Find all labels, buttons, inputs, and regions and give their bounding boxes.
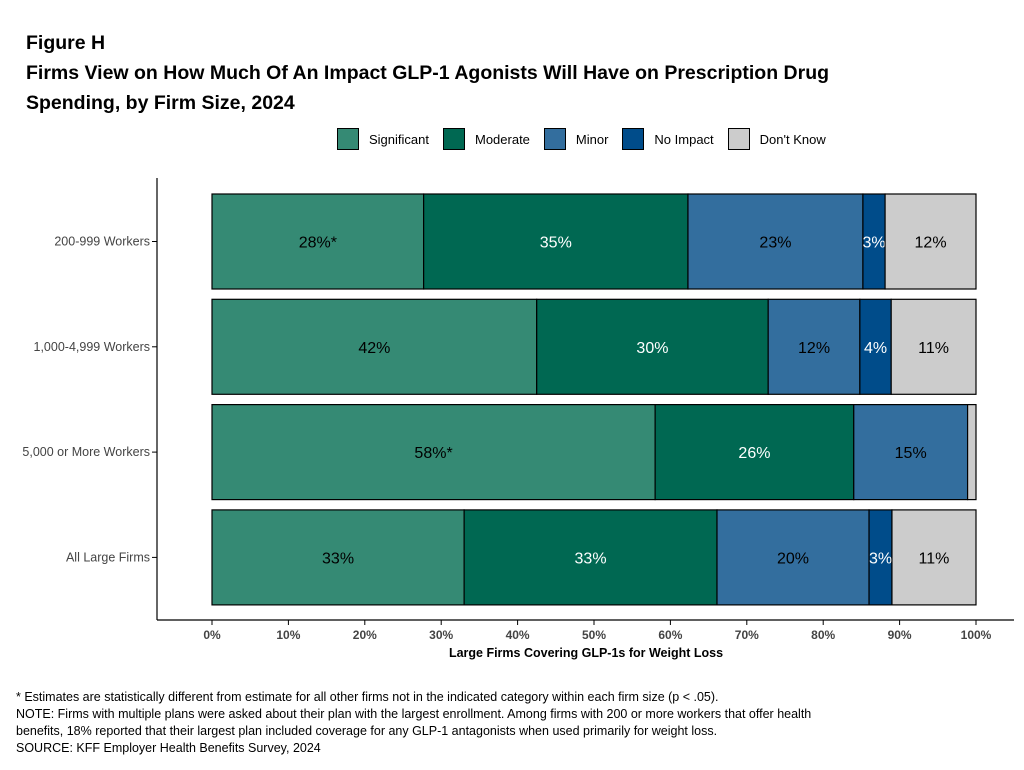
data-label: 3% — [869, 550, 892, 567]
bar-segment — [211, 193, 425, 290]
chart-title-line2: Spending, by Firm Size, 2024 — [26, 92, 295, 114]
x-tick-label: 30% — [429, 628, 453, 642]
data-label: 28%* — [299, 235, 337, 252]
x-tick-label: 40% — [506, 628, 530, 642]
data-label: 3% — [862, 235, 885, 252]
legend-item: No Impact — [622, 128, 714, 150]
legend-label: Minor — [575, 131, 609, 147]
legend-label: Don't Know — [759, 131, 826, 147]
bar-segment — [423, 193, 689, 290]
data-label: 20% — [777, 550, 809, 567]
note-1: NOTE: Firms with multiple plans were ask… — [16, 707, 812, 721]
legend-label: No Impact — [654, 131, 714, 147]
chart: 0% 10% 20% 30% 40% 50% 60% 70% 80% 90% 100% Large F… — [22, 178, 1014, 660]
figure-label: Figure H — [26, 32, 106, 54]
x-axis-title: Large Firms Covering GLP-1s for Weight L… — [449, 646, 723, 660]
bar-segment — [687, 193, 864, 290]
bar-segment — [884, 193, 977, 290]
legend-swatch — [442, 128, 465, 150]
data-label: 11% — [919, 550, 950, 567]
data-label: 26% — [738, 445, 770, 462]
data-label: 58%* — [414, 445, 452, 462]
x-tick-label: 60% — [658, 628, 682, 642]
x-tick-label: 100% — [961, 628, 992, 642]
bar-segment — [767, 298, 861, 395]
note-significance: * Estimates are statistically different … — [16, 690, 719, 704]
legend-swatch — [337, 128, 359, 150]
bar-segment — [536, 298, 769, 395]
x-tick-label: 70% — [735, 628, 759, 642]
x-tick-label: 50% — [582, 628, 606, 642]
x-tick-label: 20% — [353, 628, 377, 642]
legend-label: Significant — [369, 131, 429, 147]
legend-item: Moderate — [442, 128, 530, 150]
x-tick-label: 10% — [276, 628, 300, 642]
legend-item: Don't Know — [727, 128, 826, 150]
data-label: 42% — [358, 340, 390, 357]
bar-segment — [966, 404, 977, 501]
bar-segment — [463, 509, 718, 606]
y-tick-label: 1,000-4,999 Workers — [34, 340, 151, 354]
y-tick-label: 5,000 or More Workers — [22, 445, 150, 459]
x-tick-label: 80% — [811, 628, 835, 642]
data-label: 30% — [636, 340, 668, 357]
legend-swatch — [543, 128, 566, 150]
bar-segment — [211, 404, 656, 501]
data-label: 35% — [540, 235, 572, 252]
legend: Significant Moderate Minor No Impact Don't K… — [337, 128, 840, 150]
bar-segment — [891, 509, 977, 606]
bar-segment — [716, 509, 870, 606]
data-label: 15% — [895, 445, 927, 462]
data-label: 12% — [915, 235, 947, 252]
data-label: 4% — [864, 340, 887, 357]
legend-swatch — [727, 128, 750, 150]
bar-segment — [211, 509, 465, 606]
legend-swatch — [622, 128, 645, 150]
source: SOURCE: KFF Employer Health Benefits Sur… — [16, 741, 321, 755]
y-tick-label: 200-999 Workers — [54, 235, 150, 249]
bar-segment — [853, 404, 969, 501]
bar-segment — [654, 404, 855, 501]
bar-segment — [211, 298, 538, 395]
bar-segment — [890, 298, 977, 395]
x-tick-label: 0% — [203, 628, 221, 642]
y-tick-label: All Large Firms — [66, 550, 150, 564]
data-label: 33% — [322, 550, 354, 567]
data-label: 23% — [759, 235, 791, 252]
data-label: 12% — [798, 340, 830, 357]
bar-segment — [859, 298, 892, 395]
chart-title-line1: Firms View on How Much Of An Impact GLP-… — [26, 62, 830, 84]
data-label: 33% — [575, 550, 607, 567]
notes: * Estimates are statistically different … — [16, 689, 811, 757]
data-label: 11% — [918, 340, 949, 357]
note-2: benefits, 18% reported that their larges… — [16, 724, 718, 738]
legend-item: Minor — [543, 128, 609, 150]
legend-item: Significant — [337, 128, 429, 150]
legend-label: Moderate — [474, 131, 530, 147]
x-tick-label: 90% — [888, 628, 912, 642]
